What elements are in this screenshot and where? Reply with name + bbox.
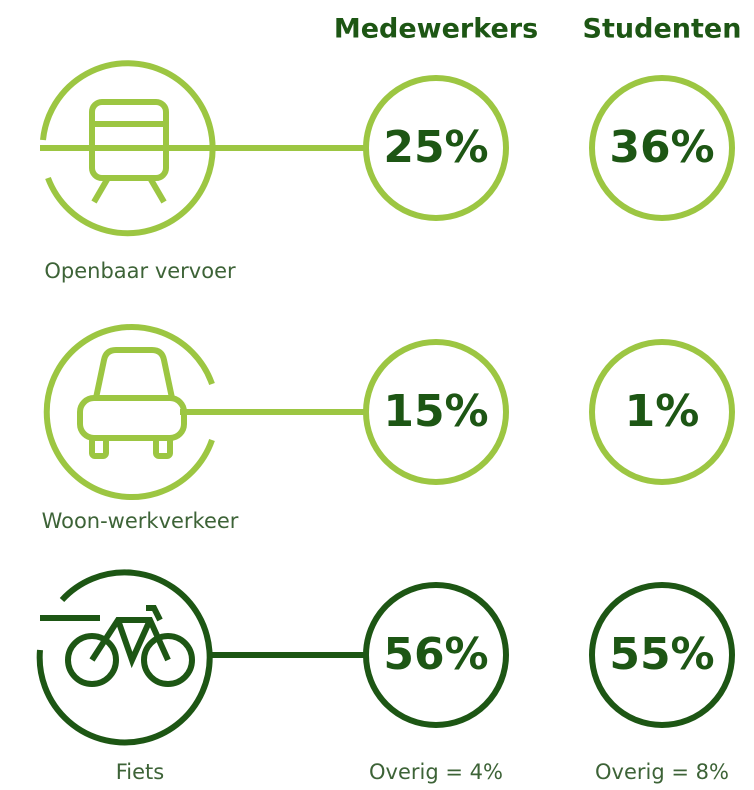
value-circle xyxy=(589,339,735,485)
percentage: 56% xyxy=(383,629,488,680)
value-circle xyxy=(363,75,509,221)
percentage: 55% xyxy=(609,629,714,680)
car-icon xyxy=(43,324,368,500)
row-label: Woon-werkverkeer xyxy=(42,509,239,533)
value-circle xyxy=(363,582,509,728)
row-label: Openbaar vervoer xyxy=(44,259,236,283)
percentage: 15% xyxy=(383,386,488,437)
row-label: Fiets xyxy=(116,760,164,784)
column-header: Studenten xyxy=(583,14,742,45)
value-circle xyxy=(589,75,735,221)
note: Overig = 4% xyxy=(369,760,503,784)
percentage: 1% xyxy=(625,386,700,437)
value-circle xyxy=(363,339,509,485)
note: Overig = 8% xyxy=(595,760,729,784)
column-header: Medewerkers xyxy=(334,14,538,45)
train-icon xyxy=(40,60,368,237)
value-circle xyxy=(589,582,735,728)
percentage: 36% xyxy=(609,122,714,173)
percentage: 25% xyxy=(383,122,488,173)
bike-icon xyxy=(36,569,368,746)
